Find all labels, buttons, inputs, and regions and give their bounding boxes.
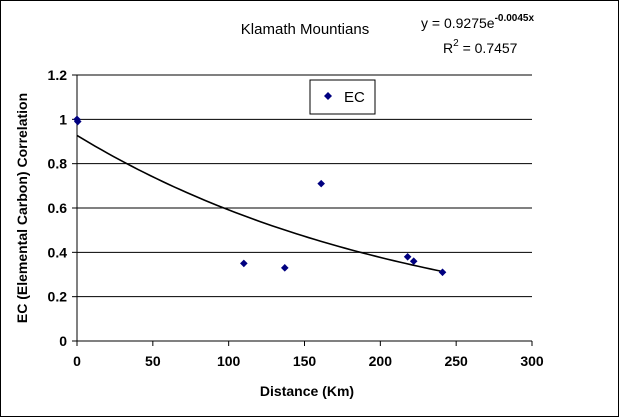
trendline-r-squared: R2 = 0.7457 (443, 38, 518, 56)
gridlines (77, 74, 532, 298)
data-point-1 (73, 117, 82, 126)
trendline (76, 134, 443, 273)
y-tick-label-2: 0.4 (48, 244, 68, 260)
chart-title: Klamath Mountians (241, 21, 369, 38)
y-tick-label-5: 1 (59, 111, 67, 127)
x-tick-label-3: 150 (293, 353, 317, 369)
data-point-6 (409, 257, 418, 265)
legend-box (309, 79, 376, 115)
y-tick-label-6: 1.2 (48, 67, 68, 83)
r-squared-symbol: R (443, 40, 453, 56)
x-axis-label: Distance (Km) (260, 383, 354, 399)
x-tick-label-4: 200 (369, 353, 393, 369)
trendline-equation: y = 0.9275e-0.0045x (421, 13, 534, 31)
trendline-equation-exponent: -0.0045x (495, 13, 535, 24)
data-point-7 (438, 268, 447, 277)
y-axis-label: EC (Elemental Carbon) Correlation (14, 93, 30, 323)
x-axis-ticks: 0 50 100 150 200 250 300 (73, 341, 544, 369)
legend-marker-ec (324, 92, 332, 100)
r-squared-value: = 0.7457 (459, 40, 518, 56)
data-point-2 (240, 259, 248, 268)
y-tick-label-4: 0.8 (48, 156, 68, 172)
data-point-3 (280, 264, 289, 272)
x-tick-label-2: 100 (217, 353, 241, 369)
plot-area: 0 50 100 150 200 250 300 0 0.2 0.4 0.6 0.8 1 1.2 (48, 67, 544, 369)
data-point-4 (317, 179, 325, 188)
data-point-5 (403, 252, 412, 261)
x-tick-label-6: 300 (520, 353, 544, 369)
r-squared-superscript: 2 (453, 38, 459, 49)
trendline-equation-base: y = 0.9275e (421, 15, 495, 31)
legend: EC (309, 79, 376, 115)
y-tick-label-3: 0.6 (48, 200, 68, 216)
legend-label-ec: EC (344, 89, 365, 106)
x-tick-label-0: 0 (73, 353, 81, 369)
y-tick-label-0: 0 (59, 333, 67, 349)
y-axis-ticks: 0 0.2 0.4 0.6 0.8 1 1.2 (48, 67, 77, 349)
x-tick-label-5: 250 (444, 353, 468, 369)
data-points (73, 115, 447, 277)
y-tick-label-1: 0.2 (48, 289, 68, 305)
x-tick-label-1: 50 (145, 353, 161, 369)
